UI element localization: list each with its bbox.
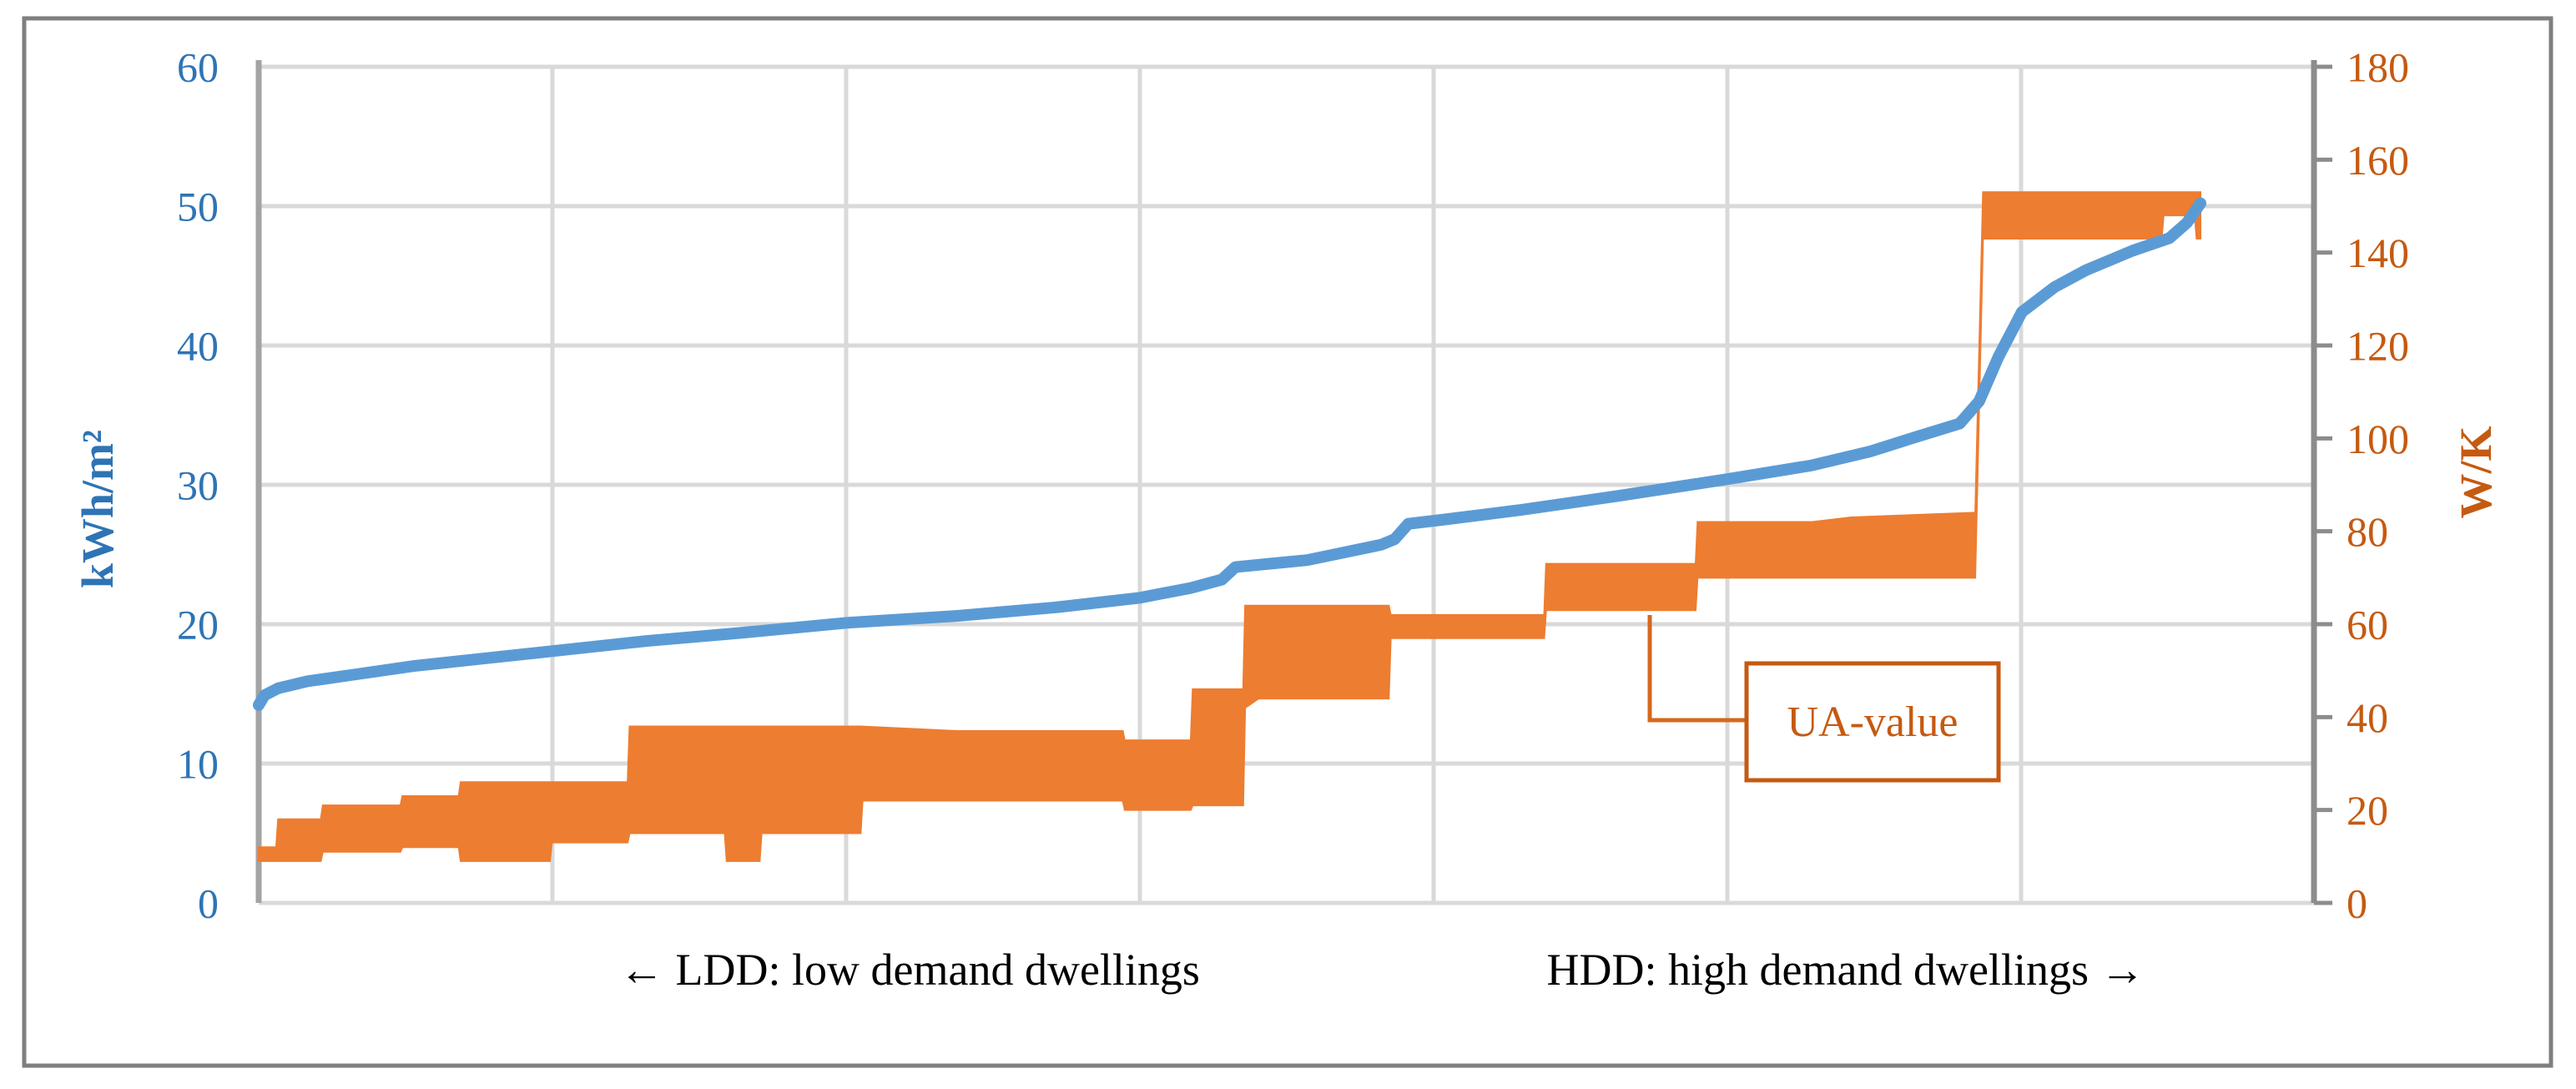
right-axis-tick-label: 60 <box>2347 602 2388 648</box>
left-axis-tick-label: 20 <box>177 602 219 648</box>
tick-labels: 0 10 20 30 40 50 60 0 20 40 60 80 100 120 140 160 180 <box>177 44 2409 927</box>
right-axis-tick-label: 120 <box>2347 323 2409 370</box>
right-axis-tick-label: 0 <box>2347 880 2367 927</box>
series-layer <box>253 191 2206 862</box>
figure-border <box>22 16 2553 1068</box>
x-axis-annotation-hdd: HDD: high demand dwellings → <box>1547 945 2145 995</box>
right-axis-title: W/K <box>2451 426 2501 518</box>
right-axis-tick-label: 100 <box>2347 416 2409 462</box>
left-axis-tick-label: 40 <box>177 323 219 370</box>
right-axis-tick-label: 140 <box>2347 229 2409 276</box>
left-axis-tick-label: 30 <box>177 462 219 509</box>
left-axis-title: kWh/m² <box>73 430 123 588</box>
right-axis-tick-label: 40 <box>2347 694 2388 741</box>
ua-value-callout-box <box>1744 661 2001 783</box>
series-ua-value-band <box>258 191 2201 862</box>
left-axis-tick-label: 50 <box>177 184 219 230</box>
left-axis-tick-label: 0 <box>198 880 219 927</box>
right-axis-tick-label: 20 <box>2347 787 2388 834</box>
axis-lines <box>255 60 2332 905</box>
left-axis-tick-label: 10 <box>177 741 219 788</box>
right-axis-tick-label: 160 <box>2347 137 2409 184</box>
callout-leader-line <box>1647 615 1747 723</box>
gridlines <box>259 64 2314 905</box>
left-axis-tick-label: 60 <box>177 44 219 91</box>
series-heat-demand-line <box>253 197 2206 711</box>
right-axis-tick-label: 80 <box>2347 508 2388 555</box>
ua-value-callout-label: UA-value <box>1787 698 1958 746</box>
right-axis-tick-label: 180 <box>2347 44 2409 91</box>
x-axis-annotation-ldd: ← LDD: low demand dwellings <box>619 945 1200 995</box>
